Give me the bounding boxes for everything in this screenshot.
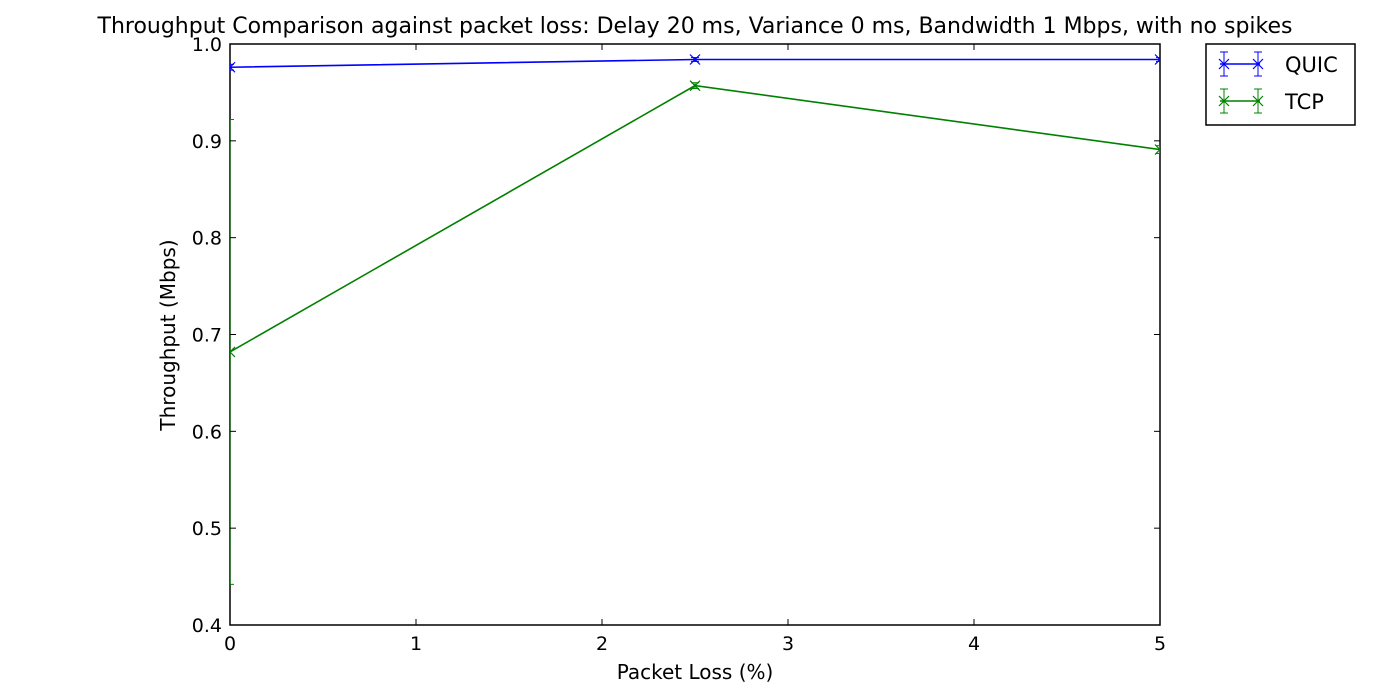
x-tick-label: 3: [782, 633, 794, 655]
marker-stroke: [1252, 58, 1264, 70]
x-axis: 0 1 2 3 4 5: [224, 44, 1166, 655]
x-tick-label: 4: [968, 633, 980, 655]
legend-label-quic: QUIC: [1285, 53, 1338, 77]
y-tick-label: 0.6: [192, 421, 222, 443]
y-tick-label: 0.9: [192, 131, 222, 153]
legend-frame: [1205, 43, 1356, 126]
x-axis-label: Packet Loss (%): [617, 660, 774, 684]
y-axis: 0.4 0.5 0.6 0.7 0.8 0.9 1.0: [192, 34, 1160, 637]
legend-marker: [1252, 95, 1264, 107]
quic-data-point: [689, 54, 701, 65]
y-tick-label: 0.5: [192, 518, 222, 540]
marker-stroke: [1252, 95, 1264, 107]
marker-stroke: [230, 66, 236, 73]
series-markers: [230, 54, 1160, 358]
legend-item-quic: QUIC: [1218, 51, 1338, 77]
marker-stroke: [689, 80, 701, 92]
marker-stroke: [1218, 58, 1230, 70]
plot-frame: [229, 43, 1161, 626]
y-tick-label: 1.0: [192, 34, 222, 56]
legend-marker: [1218, 58, 1230, 70]
y-tick-label: 0.8: [192, 228, 222, 250]
plot-area: [229, 43, 1161, 626]
marker-stroke: [230, 61, 236, 69]
tcp-data-point: [230, 346, 236, 358]
marker-stroke: [1154, 54, 1160, 61]
legend: QUIC TCP: [1205, 43, 1356, 126]
x-tick-label: 2: [596, 633, 608, 655]
y-tick-label: 0.7: [192, 325, 222, 347]
legend-marker: [1252, 58, 1264, 70]
y-axis-label: Throughput (Mbps): [156, 239, 180, 431]
x-tick-label: 0: [224, 633, 236, 655]
tcp-data-point: [689, 80, 701, 92]
legend-marker: [1218, 95, 1230, 107]
marker-stroke: [1154, 144, 1160, 151]
tcp-data-point: [1154, 144, 1160, 155]
quic-data-point: [230, 61, 236, 73]
marker-stroke: [1218, 95, 1230, 107]
legend-item-tcp: TCP: [1218, 88, 1324, 114]
marker-stroke: [230, 351, 236, 358]
x-tick-label: 5: [1154, 633, 1166, 655]
y-tick-label: 0.4: [192, 615, 222, 637]
marker-stroke: [689, 54, 701, 65]
quic-data-point: [1154, 54, 1160, 65]
chart-title: Throughput Comparison against packet los…: [97, 14, 1293, 39]
marker-stroke: [1154, 148, 1160, 155]
x-tick-label: 1: [410, 633, 422, 655]
marker-stroke: [1154, 58, 1160, 65]
marker-stroke: [230, 346, 236, 353]
legend-label-tcp: TCP: [1284, 90, 1324, 114]
